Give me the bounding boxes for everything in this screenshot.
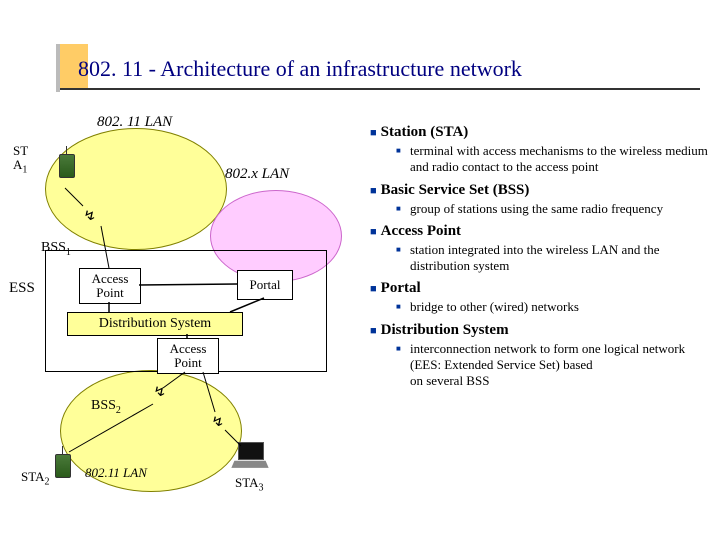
bss1-oval [45, 128, 227, 250]
title-underline [60, 88, 700, 90]
bss2-text: BSS [91, 398, 116, 413]
diagram-area: 802. 11 LAN 802.x LAN 802.11 LAN ST A1 B… [5, 110, 365, 530]
portal-item: bridge to other (wired) networks [396, 299, 710, 315]
sta3-label: STA3 [235, 476, 264, 494]
sta1-line1: ST [13, 143, 28, 158]
sta1-line2: A [13, 157, 22, 172]
ap-heading: ■Access Point [370, 223, 710, 240]
zig1: ↯ [83, 208, 96, 224]
ap-item: station integrated into the wireless LAN… [396, 242, 710, 275]
bss2-label: BSS2 [91, 398, 121, 416]
lan-top-label: 802. 11 LAN [97, 114, 172, 131]
portal-box: Portal [237, 270, 293, 300]
station-heading: ■Station (STA) [370, 124, 710, 141]
sta1-device-icon [57, 148, 75, 178]
ds-item: interconnection network to form one logi… [396, 341, 710, 390]
zig2: ↯ [153, 384, 166, 400]
ds-title: Distribution System [381, 322, 509, 338]
portal-heading: ■Portal [370, 280, 710, 297]
ap-title: Access Point [381, 223, 461, 239]
sta3-text: STA [235, 475, 259, 490]
ap1-box: Access Point [79, 268, 141, 304]
sta2-text: STA [21, 469, 45, 484]
lan-bottom-label: 802.11 LAN [85, 465, 147, 481]
page-title: 802. 11 - Architecture of an infrastruct… [78, 56, 522, 82]
content-list: ■Station (STA) terminal with access mech… [370, 118, 710, 392]
sta3-laptop-icon [230, 442, 270, 472]
ap2-box: Access Point [157, 338, 219, 374]
bss-item: group of stations using the same radio f… [396, 201, 710, 217]
station-item: terminal with access mechanisms to the w… [396, 143, 710, 176]
bss1-text: BSS [41, 240, 66, 255]
ds-box: Distribution System [67, 312, 243, 336]
sta1-label: ST A1 [13, 144, 28, 176]
ess-label: ESS [9, 280, 35, 297]
bss-title: Basic Service Set (BSS) [381, 182, 530, 198]
station-title: Station (STA) [381, 124, 469, 140]
ds-heading: ■Distribution System [370, 322, 710, 339]
zig3: ↯ [211, 414, 224, 430]
bss-heading: ■Basic Service Set (BSS) [370, 182, 710, 199]
bss1-label: BSS1 [41, 240, 71, 258]
sta2-device-icon [53, 448, 71, 478]
sta2-label: STA2 [21, 470, 50, 488]
portal-title: Portal [381, 280, 421, 296]
lanx-label: 802.x LAN [225, 166, 289, 183]
